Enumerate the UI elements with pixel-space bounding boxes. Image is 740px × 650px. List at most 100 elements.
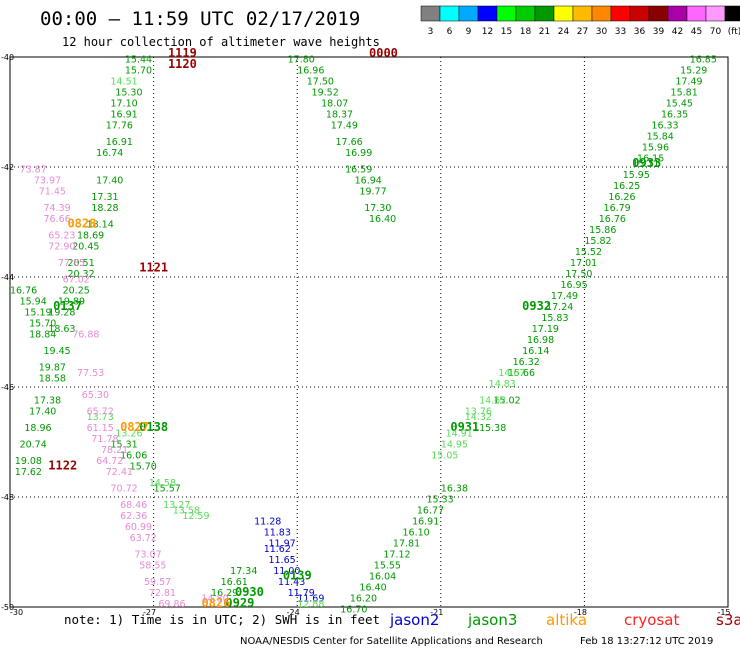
wave-height-point: 19.89	[58, 297, 85, 308]
wave-height-point: 13.27	[163, 500, 190, 511]
wave-height-point: 18.07	[321, 99, 348, 110]
colorbar-swatch	[553, 5, 574, 22]
wave-height-point: 15.45	[666, 99, 693, 110]
wave-height-point: 59.57	[144, 577, 171, 588]
colorbar-tick-label: 70	[710, 27, 722, 37]
wave-height-point: 19.52	[312, 88, 339, 99]
wave-height-point: 13.76	[465, 407, 492, 418]
wave-height-point: 17.80	[288, 55, 315, 66]
pass-time-label: 0828	[67, 217, 96, 231]
wave-height-point: 15.52	[575, 247, 602, 258]
colorbar-tick-label: 21	[539, 27, 550, 37]
wave-height-point: 19.45	[44, 346, 71, 357]
wave-height-point: 17.19	[532, 324, 559, 335]
wave-height-point: 17.01	[570, 258, 597, 269]
wave-height-point: 16.40	[369, 214, 396, 225]
wave-height-point: 18.58	[39, 374, 66, 385]
wave-height-point: 15.38	[479, 423, 506, 434]
pass-time-label: 0929	[225, 596, 254, 610]
wave-height-point: 12.59	[182, 511, 209, 522]
wave-height-point: 71.78	[91, 434, 118, 445]
plot-frame	[9, 56, 729, 608]
wave-height-point: 17.49	[331, 121, 358, 132]
wave-height-point: 13.58	[173, 506, 200, 517]
colorbar-tick-label: 39	[653, 27, 665, 37]
wave-height-point: 19.77	[359, 187, 386, 198]
wave-height-point: 16.76	[599, 214, 626, 225]
lat-tick-label: -42	[1, 163, 14, 172]
wave-height-point: 17.62	[15, 467, 42, 478]
colorbar-swatch	[477, 5, 498, 22]
wave-height-point: 14.95	[441, 440, 468, 451]
pass-time-label: 0930	[235, 585, 264, 599]
pass-time-label: 0932	[522, 299, 551, 313]
wave-height-point: 17.49	[551, 291, 578, 302]
wave-height-point: 15.05	[431, 451, 458, 462]
wave-height-point: 16.59	[345, 165, 372, 176]
pass-time-label: 0000	[369, 46, 398, 60]
wave-height-point: 11.00	[273, 566, 300, 577]
wave-height-point: 17.50	[565, 269, 592, 280]
wave-height-point: 16.70	[340, 605, 367, 616]
wave-height-point: 15.81	[671, 88, 698, 99]
wave-height-point: 13.73	[87, 412, 114, 423]
map-plot: -30 -27 -24 -21 -18 -15 -40 -42 -44 -46 -48 -50 11.…	[1, 46, 731, 617]
colorbar: 3 6 9 12 15 18 21 24 27 30 33 36 39 42 45 70 (ft)	[420, 5, 740, 37]
lat-tick-label: -44	[1, 273, 14, 282]
wave-height-point: 72.81	[149, 588, 176, 599]
page-subtitle: 12 hour collection of altimeter wave hei…	[62, 35, 380, 49]
wave-height-point: 20.74	[20, 440, 47, 451]
colorbar-swatch	[439, 5, 460, 22]
lon-tick-label: -21	[430, 608, 443, 617]
wave-height-point: 11.28	[254, 517, 281, 528]
wave-height-point: 16.99	[345, 148, 372, 159]
wave-height-point: 70.72	[111, 484, 138, 495]
wave-height-point: 17.10	[111, 99, 138, 110]
wave-height-point: 16.91	[412, 517, 439, 528]
wave-height-point: 16.10	[403, 528, 430, 539]
lon-tick-label: -24	[287, 608, 300, 617]
footer: note: 1) Time is in UTC; 2) SWH is in fe…	[64, 611, 740, 647]
colorbar-swatch	[496, 5, 517, 22]
lat-tick-label: -48	[1, 493, 14, 502]
pass-time-label: 0933	[632, 156, 661, 170]
wave-height-point: 16.26	[608, 192, 635, 203]
wave-height-point: 73.07	[134, 550, 161, 561]
wave-height-point: 73.87	[20, 165, 47, 176]
wave-height-point: 77.53	[77, 368, 104, 379]
wave-height-point: 17.38	[34, 396, 61, 407]
wave-height-point: 16.74	[96, 148, 123, 159]
wave-height-point: 15.55	[374, 561, 401, 572]
colorbar-swatch	[572, 5, 593, 22]
wave-height-point: 15.84	[647, 132, 674, 143]
wave-height-point: 18.28	[91, 203, 118, 214]
wave-height-point: 16.15	[637, 154, 664, 165]
colorbar-tick-label: 45	[691, 27, 702, 37]
colorbar-swatch	[420, 5, 441, 22]
lat-tick-label: -50	[1, 603, 14, 612]
lon-tick-label: -15	[717, 608, 730, 617]
wave-height-point: 17.40	[96, 176, 123, 187]
wave-height-point: 16.38	[441, 484, 468, 495]
colorbar-tick-label: 18	[520, 27, 532, 37]
wave-height-point: 74.39	[44, 203, 71, 214]
wave-height-point: 60.99	[125, 522, 152, 533]
wave-height-point: 16.96	[297, 66, 324, 77]
pass-time-label: 0931	[450, 420, 479, 434]
colorbar-swatch	[648, 5, 669, 22]
wave-height-point: 14.91	[446, 429, 473, 440]
lon-tick-label: -30	[10, 608, 23, 617]
wave-height-point: 12.88	[297, 599, 324, 610]
wave-height-point: 71.45	[39, 187, 66, 198]
pass-time-label: 1122	[48, 459, 77, 473]
legend-item-jason2: jason2	[389, 611, 439, 629]
colorbar-tick-label: 15	[501, 27, 512, 37]
wave-height-point: 15.96	[642, 143, 669, 154]
wave-height-point: 14.80	[201, 594, 228, 605]
wave-height-point: 16.77	[417, 506, 444, 517]
wave-height-point: 14.62	[479, 396, 506, 407]
wave-height-point: 15.57	[154, 484, 181, 495]
wave-height-point: 16.35	[661, 110, 688, 121]
colorbar-tick-label: 24	[558, 27, 570, 37]
wave-height-point: 16.79	[604, 203, 631, 214]
